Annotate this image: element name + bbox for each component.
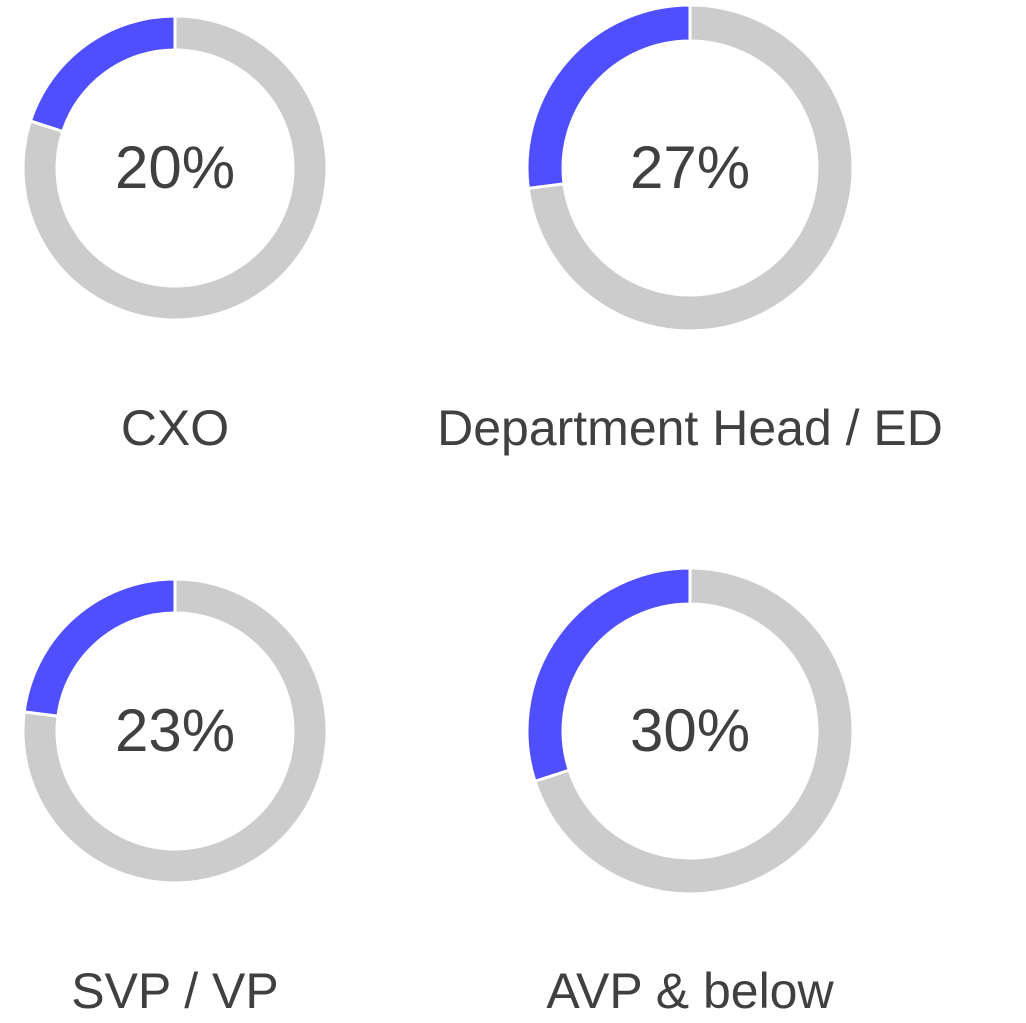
value-label: 27%	[630, 134, 750, 201]
donut-segment	[526, 3, 855, 333]
chart-title: CXO	[121, 400, 229, 456]
value-label: 23%	[115, 697, 235, 764]
chart-title: Department Head / ED	[437, 400, 943, 456]
donut-segment	[533, 566, 855, 896]
donut-segment	[28, 14, 177, 134]
chart-title: SVP / VP	[71, 963, 279, 1019]
value-label: 30%	[630, 697, 750, 764]
value-label: 20%	[115, 134, 235, 201]
donut-segment	[22, 577, 177, 718]
donut-segment	[21, 14, 329, 322]
chart-title: AVP & below	[546, 963, 834, 1019]
donut-segment	[21, 577, 329, 885]
